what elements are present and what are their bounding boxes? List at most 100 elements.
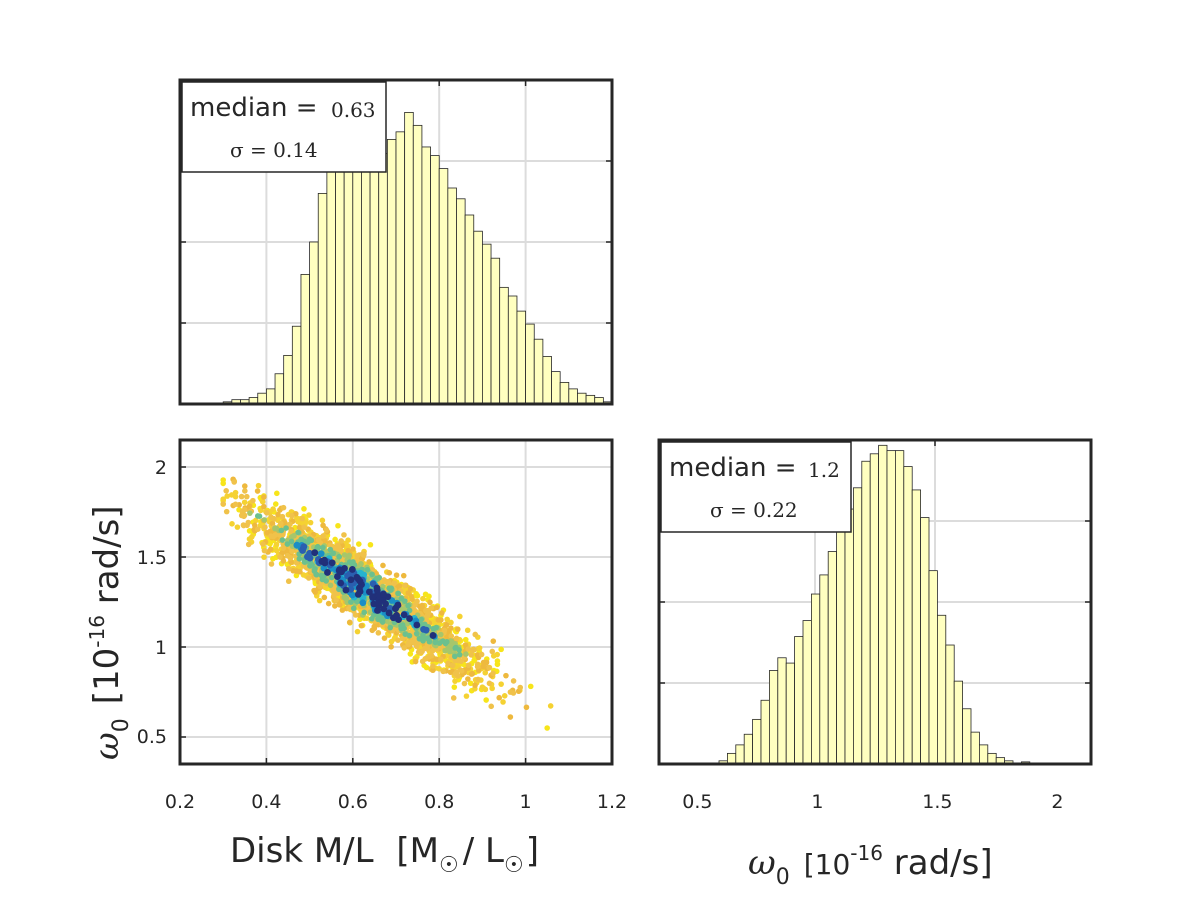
scatter-point [313,571,319,578]
scatter-point [305,575,312,581]
scatter-point [270,556,276,562]
scatter-point [319,517,326,524]
scatter-point [465,646,472,652]
scatter-point [284,541,291,547]
histogram-bar [369,144,380,405]
scatter-point [320,522,326,529]
scatter-point [352,612,359,618]
scatter-point [264,510,270,516]
scatter-point [359,599,367,607]
scatter-points [220,476,554,731]
scatter-point [261,554,267,560]
scatter-point [500,699,506,705]
scatter-point [430,667,436,674]
scatter-point [463,693,470,699]
scatter-xtick: 0.2 [165,791,195,813]
scatter-point [369,627,376,634]
histogram-bar [499,286,509,405]
scatter-point [454,626,461,633]
scatter-xtick: 1 [520,791,532,813]
histogram-bar [979,744,989,765]
scatter-frame [178,438,614,766]
scatter-point [272,501,279,507]
scatter-xlabel: Disk M/L [M☉ / L☉] [230,831,539,878]
scatter-point [430,663,436,669]
scatter-point [385,580,391,587]
scatter-ylabel: ω0[10-16 rad/s] [85,505,134,760]
histogram-bar [844,508,854,765]
omega-histogram-frame [657,438,1093,766]
omega-sigma: σ = 0.22 [710,498,798,522]
scatter-point [374,607,381,614]
scatter-point [438,656,444,663]
scatter-point [457,613,463,620]
scatter-point [280,504,287,511]
scatter-point [346,552,353,559]
scatter-point [309,561,315,568]
scatter-point [335,522,341,529]
histogram-bar [752,718,762,765]
scatter-point [429,632,437,639]
scatter-point [355,541,362,547]
histogram-bar [987,752,997,765]
histogram-bar [920,517,930,765]
histogram-bar [577,392,587,405]
scatter-point [426,654,432,660]
histogram-bar [421,146,431,405]
scatter-point [252,522,258,529]
scatter-point [456,647,462,653]
scatter-point [483,697,489,703]
histogram-bar [903,466,913,765]
scatter-point [400,611,408,619]
scatter-point [375,630,382,636]
scatter-grid [180,440,612,764]
scatter-point [288,512,295,519]
scatter-point [451,684,458,690]
scatter-point [489,648,496,655]
scatter-point [223,508,230,515]
scatter-point [273,547,280,554]
scatter-point [229,521,235,527]
scatter-point [285,578,292,585]
omega-median-label: median = [669,453,797,483]
scatter-point [471,646,477,653]
histogram-bar [853,487,863,765]
scatter-point [312,589,318,595]
histogram-bar [412,124,423,405]
scatter-point [268,533,274,539]
scatter-point [343,595,350,602]
scatter-point [332,603,338,609]
scatter-point [297,568,303,575]
scatter-point [422,626,430,634]
scatter-point [350,546,356,552]
histogram-bar [430,155,440,405]
scatter-point [490,638,497,644]
scatter-point [296,555,303,562]
scatter-point [503,672,509,679]
histogram-bar [878,444,888,765]
histogram-bar [456,198,466,405]
scatter-point [358,622,365,629]
histogram-bar [785,662,796,765]
histogram-bar [317,192,328,405]
scatter-point [347,576,355,584]
histogram-bar [378,153,388,405]
scatter-point [361,609,368,616]
scatter-point [386,570,393,576]
scatter-point [423,664,430,671]
scatter-point [395,590,402,597]
scatter-point [401,645,408,651]
histogram-bar [481,243,492,405]
scatter-point [452,678,458,684]
scatter-panel: 0.2 0.4 0.6 0.8 1 1.2 0.5 1 1.5 2 Disk M… [85,438,627,878]
scatter-point [472,682,478,689]
scatter-point [474,661,481,668]
scatter-point [257,507,264,514]
scatter-point [345,537,351,543]
scatter-point [494,658,501,664]
scatter-point [478,651,485,658]
scatter-point [280,558,287,564]
scatter-point [296,524,303,531]
scatter-point [486,680,493,687]
histogram-bar [794,636,804,765]
